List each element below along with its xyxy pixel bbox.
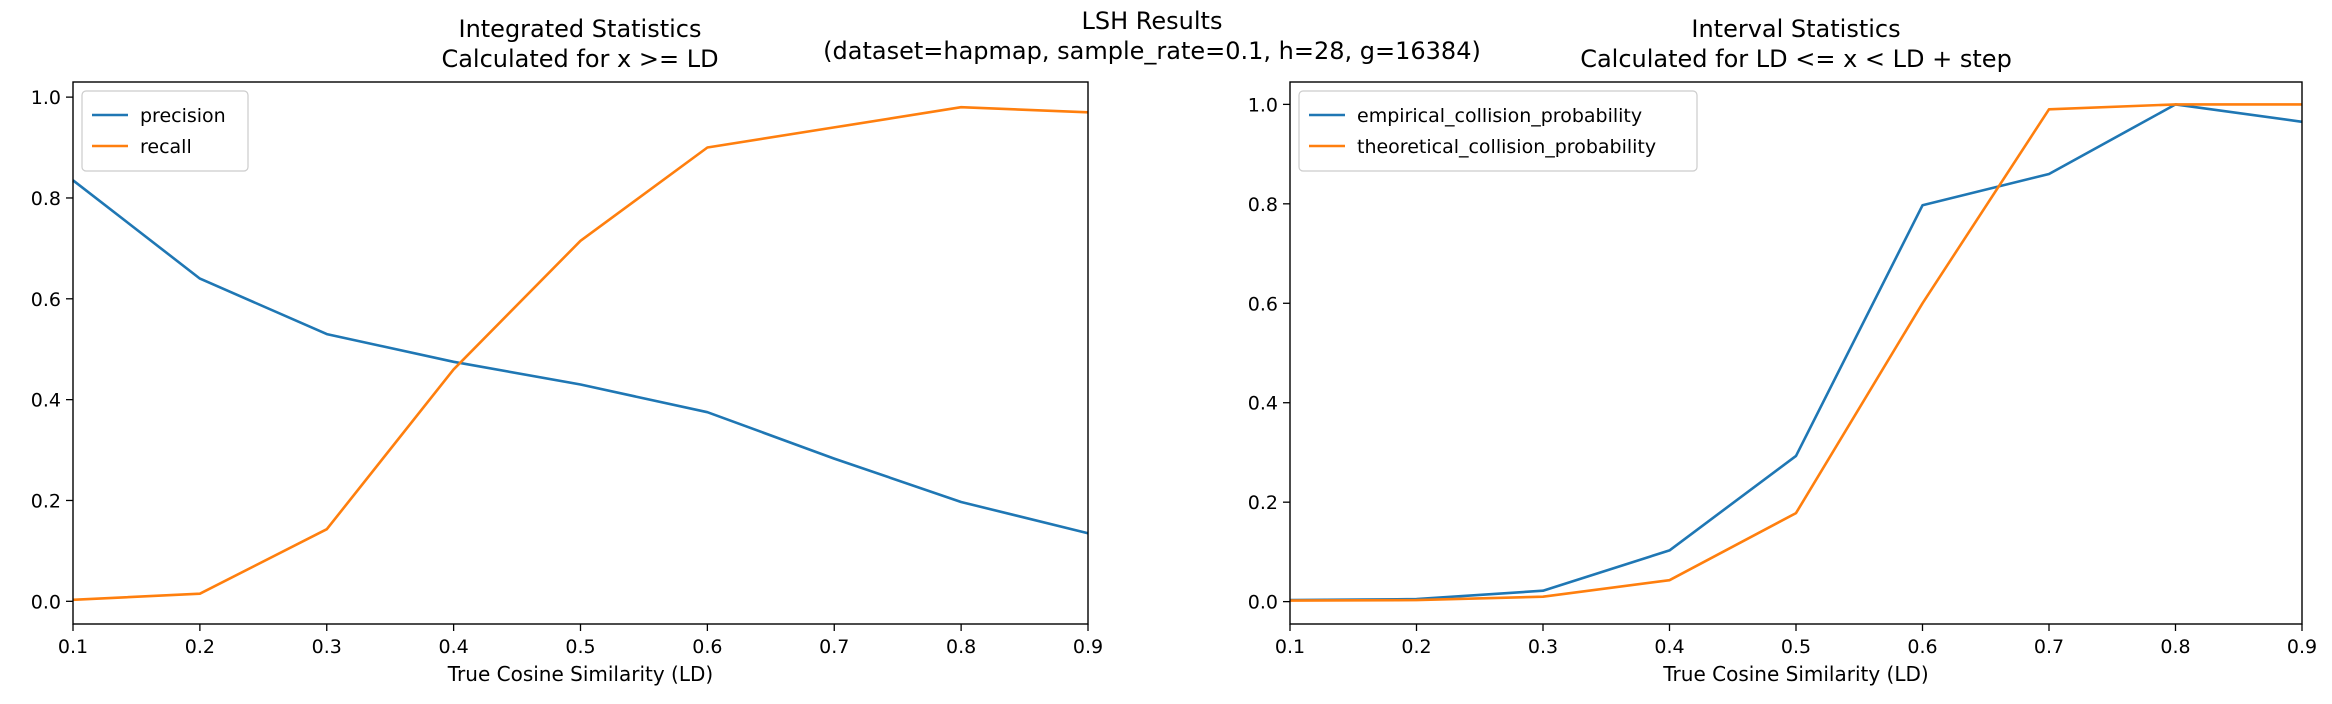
suptitle-line1: LSH Results [1082, 7, 1223, 35]
legend-label-empirical-collision-probability: empirical_collision_probability [1357, 105, 1642, 127]
series-line-recall [72, 105, 1089, 602]
x-tick-label: 0.7 [819, 636, 849, 658]
x-tick-label: 0.3 [1528, 636, 1558, 658]
y-tick-label: 1.0 [1248, 94, 1278, 116]
x-tick-label: 0.8 [2160, 636, 2190, 658]
legend-box [81, 90, 249, 172]
x-tick-label: 0.6 [692, 636, 722, 658]
series-line-empirical-collision-probability [1289, 103, 2303, 602]
y-tick-label: 0.4 [1248, 393, 1278, 415]
x-tick-label: 0.3 [312, 636, 342, 658]
x-tick-label: 0.2 [185, 636, 215, 658]
x-axis-label: True Cosine Similarity (LD) [1662, 662, 1928, 686]
x-tick-label: 0.8 [946, 636, 976, 658]
legend-box [1298, 90, 1698, 172]
y-tick-label: 0.0 [1248, 592, 1278, 614]
x-tick-label: 0.9 [1073, 636, 1103, 658]
series-line-precision [72, 179, 1089, 535]
x-tick-label: 0.1 [58, 636, 88, 658]
legend-label-theoretical-collision-probability: theoretical_collision_probability [1357, 136, 1656, 158]
x-tick-label: 0.4 [439, 636, 469, 658]
y-tick-label: 0.4 [31, 390, 61, 412]
x-axis-label: True Cosine Similarity (LD) [447, 662, 713, 686]
series-line-theoretical-collision-probability [1289, 103, 2302, 602]
chart-title-line2: Calculated for LD <= x < LD + step [1580, 45, 2012, 73]
chart-title-line1: Interval Statistics [1691, 15, 1900, 43]
x-tick-label: 0.6 [1907, 636, 1937, 658]
x-tick-label: 0.5 [565, 636, 595, 658]
y-tick-label: 1.0 [31, 87, 61, 109]
x-tick-label: 0.1 [1275, 636, 1305, 658]
y-tick-label: 0.8 [1248, 194, 1278, 216]
y-tick-label: 0.6 [1248, 293, 1278, 315]
x-tick-label: 0.5 [1781, 636, 1811, 658]
y-tick-label: 0.8 [31, 188, 61, 210]
y-tick-label: 0.2 [31, 490, 61, 512]
y-tick-label: 0.6 [31, 289, 61, 311]
x-tick-label: 0.7 [2034, 636, 2064, 658]
x-tick-label: 0.4 [1654, 636, 1684, 658]
chart-title-line1: Integrated Statistics [458, 15, 701, 43]
chart-title-line2: Calculated for x >= LD [441, 45, 718, 73]
x-tick-label: 0.9 [2287, 636, 2317, 658]
y-tick-label: 0.0 [31, 591, 61, 613]
x-tick-label: 0.2 [1401, 636, 1431, 658]
y-tick-label: 0.2 [1248, 492, 1278, 514]
suptitle-line2: (dataset=hapmap, sample_rate=0.1, h=28, … [823, 37, 1481, 65]
legend-label-precision: precision [140, 105, 226, 127]
legend-label-recall: recall [140, 136, 192, 158]
